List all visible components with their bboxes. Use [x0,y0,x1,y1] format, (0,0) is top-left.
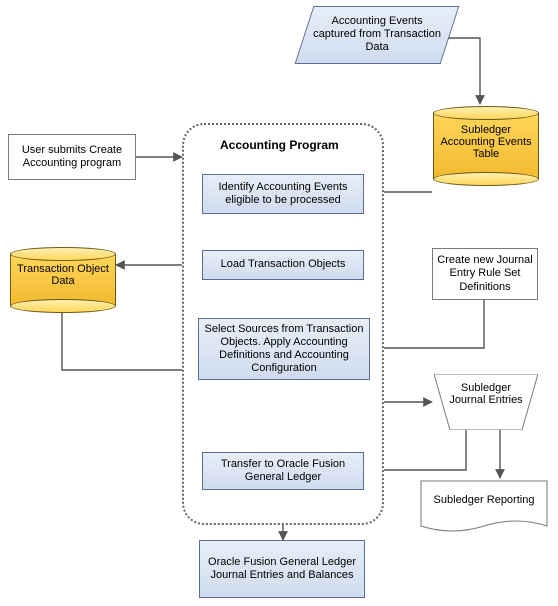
node-subledger-events-table: Subledger Accounting Events Table [433,106,539,186]
node-label: Select Sources from Transaction Objects.… [203,323,365,376]
node-load-transaction-objects: Load Transaction Objects [202,250,364,280]
node-label: Create new Journal Entry Rule Set Defini… [437,254,533,294]
node-gl-balances: Oracle Fusion General Ledger Journal Ent… [199,540,365,598]
node-label: Accounting Events captured from Transact… [309,15,445,55]
node-label: Transaction Object Data [14,263,112,287]
node-transaction-object-data: Transaction Object Data [10,247,116,313]
node-label: Subledger Accounting Events Table [437,124,535,160]
container-title: Accounting Program [220,138,339,152]
node-user-submits: User submits Create Accounting program [8,134,136,180]
node-label: Subledger Reporting [426,494,542,506]
node-label: Load Transaction Objects [221,258,346,271]
node-identify-events: Identify Accounting Events eligible to b… [202,174,364,214]
node-select-sources: Select Sources from Transaction Objects.… [198,318,370,380]
node-accounting-events-input: Accounting Events captured from Transact… [295,6,460,64]
node-label: Transfer to Oracle Fusion General Ledger [207,458,359,484]
node-label: Identify Accounting Events eligible to b… [207,181,359,207]
node-subledger-reporting: Subledger Reporting [420,480,548,532]
node-transfer-to-gl: Transfer to Oracle Fusion General Ledger [202,452,364,490]
node-subledger-journal-entries: Subledger Journal Entries [434,374,538,430]
node-label: User submits Create Accounting program [13,144,131,170]
node-label: Subledger Journal Entries [444,382,528,406]
node-create-rule-sets: Create new Journal Entry Rule Set Defini… [432,248,538,300]
node-label: Oracle Fusion General Ledger Journal Ent… [204,556,360,582]
